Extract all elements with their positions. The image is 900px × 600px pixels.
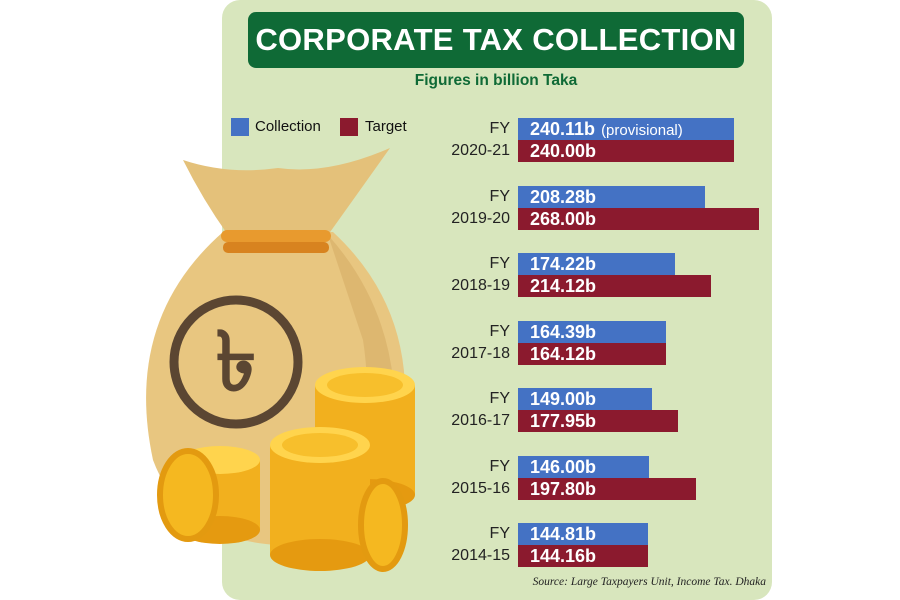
fy-label: FY 2017-18 <box>410 321 510 365</box>
bar-target: 197.80b <box>518 478 696 500</box>
data-label-target: 214.12b <box>530 276 597 296</box>
fy-year: 2018-19 <box>451 277 510 294</box>
bar-target: 268.00b <box>518 208 759 230</box>
fy-year: 2019-20 <box>451 210 510 227</box>
bar-collection: 164.39b <box>518 321 666 343</box>
legend-swatch-collection <box>231 118 249 136</box>
bar-collection: 208.28b <box>518 186 705 208</box>
fy-label: FY 2015-16 <box>410 456 510 500</box>
fy-prefix: FY <box>489 188 510 205</box>
fy-label: FY 2020-21 <box>410 118 510 162</box>
bar-collection: 240.11b (provisional) <box>518 118 734 140</box>
fy-year: 2017-18 <box>451 345 510 362</box>
fy-label: FY 2014-15 <box>410 523 510 567</box>
data-label-collection: 208.28b <box>530 187 597 207</box>
fy-prefix: FY <box>489 390 510 407</box>
bar-collection: 149.00b <box>518 388 652 410</box>
bar-collection: 144.81b <box>518 523 648 545</box>
data-label-collection: 164.39b <box>530 322 597 342</box>
bar-collection: 146.00b <box>518 456 649 478</box>
fy-year: 2016-17 <box>451 412 510 429</box>
legend-label-collection: Collection <box>255 118 321 135</box>
data-label-note: (provisional) <box>601 122 683 139</box>
source-note: Source: Large Taxpayers Unit, Income Tax… <box>532 576 766 588</box>
bar-target: 164.12b <box>518 343 666 365</box>
bar-target: 240.00b <box>518 140 734 162</box>
data-label-collection: 146.00b <box>530 457 597 477</box>
data-label-collection: 240.11b <box>530 119 596 139</box>
bar-target: 214.12b <box>518 275 711 297</box>
fy-prefix: FY <box>489 323 510 340</box>
data-label-target: 197.80b <box>530 479 597 499</box>
data-label-target: 177.95b <box>530 411 597 431</box>
legend-swatch-target <box>340 118 358 136</box>
data-label-target: 268.00b <box>530 209 597 229</box>
fy-prefix: FY <box>489 458 510 475</box>
chart-title: CORPORATE TAX COLLECTION <box>248 12 744 68</box>
fy-year: 2020-21 <box>451 142 510 159</box>
coin-stacks-icon <box>157 367 415 572</box>
fy-prefix: FY <box>489 525 510 542</box>
bar-target: 144.16b <box>518 545 648 567</box>
chart-subtitle: Figures in billion Taka <box>414 72 578 89</box>
fy-year: 2015-16 <box>451 480 510 497</box>
fy-year: 2014-15 <box>451 547 510 564</box>
fy-label: FY 2019-20 <box>410 186 510 230</box>
data-label-target: 144.16b <box>530 546 597 566</box>
data-label-target: 240.00b <box>530 141 597 161</box>
legend-label-target: Target <box>365 118 407 135</box>
bar-collection: 174.22b <box>518 253 675 275</box>
data-label-collection: 149.00b <box>530 389 597 409</box>
fy-label: FY 2018-19 <box>410 253 510 297</box>
bar-target: 177.95b <box>518 410 678 432</box>
money-bag-illustration: ৳ <box>146 148 415 572</box>
fy-prefix: FY <box>489 120 510 137</box>
data-label-target: 164.12b <box>530 344 597 364</box>
data-label-collection: 144.81b <box>530 524 597 544</box>
fy-label: FY 2016-17 <box>410 388 510 432</box>
fy-prefix: FY <box>489 255 510 272</box>
data-label-collection: 174.22b <box>530 254 597 274</box>
taka-symbol: ৳ <box>216 315 257 410</box>
